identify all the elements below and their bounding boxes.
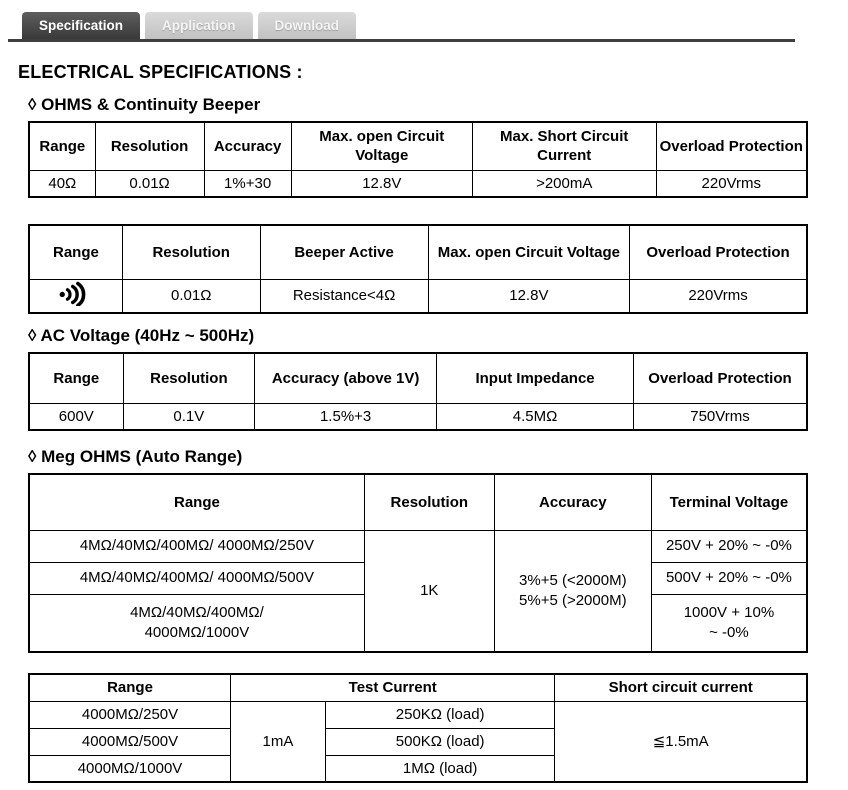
beeper-active-cell: Resistance<4Ω [259,278,429,314]
terminal-line: ~ -0% [709,623,749,641]
overload-protection-cell: 750Vrms [632,402,808,431]
tab-application[interactable]: Application [145,12,253,39]
range-cell: 4000MΩ/250V [28,700,231,729]
column-header: Test Current [229,673,556,702]
overload-protection-cell: 220Vrms [629,278,808,314]
resolution-cell: 1K [363,529,495,653]
column-header: Max. open Circuit Voltage [427,224,631,280]
tab-download[interactable]: Download [257,12,357,39]
column-header: Input Impedance [436,352,634,404]
column-header: Max. Short Circuit Current [471,121,657,171]
max-open-voltage-cell: 12.8V [427,278,631,314]
range-cell [28,278,123,314]
resolution-cell: 0.1V [122,402,256,431]
column-header: Short circuit current [554,673,808,702]
range-cell: 600V [28,402,124,431]
main-content: ELECTRICAL SPECIFICATIONS : ◊ OHMS & Con… [0,62,848,783]
range-cell: 4MΩ/40MΩ/400MΩ/ 4000MΩ/500V [28,561,365,595]
range-cell: 4MΩ/40MΩ/400MΩ/ 4000MΩ/250V [28,529,365,563]
load-cell: 250KΩ (load) [324,700,556,729]
range-line: 4000MΩ/1000V [144,623,250,641]
column-header: Resolution [94,121,205,171]
page-title: ELECTRICAL SPECIFICATIONS : [18,62,303,82]
terminal-line: 1000V + 10% [683,604,775,622]
accuracy-cell: 1.5%+3 [254,402,438,431]
table-header-row: Range Resolution Accuracy Max. open Circ… [28,121,808,171]
ohms-table: Range Resolution Accuracy Max. open Circ… [28,121,808,198]
table-header-row: Range Resolution Accuracy (above 1V) Inp… [28,352,808,404]
column-header: Resolution [121,224,261,280]
column-header: Overload Protection [632,352,808,404]
column-header: Beeper Active [259,224,429,280]
range-cell: 4000MΩ/1000V [28,754,231,783]
column-header: Range [28,352,124,404]
resolution-cell: 0.01Ω [94,169,205,198]
test-current-table: Range Test Current Short circuit current… [28,673,808,783]
max-short-current-cell: >200mA [471,169,657,198]
table-header-row: Range Resolution Beeper Active Max. open… [28,224,808,280]
section-title-ohms-continuity: ◊ OHMS & Continuity Beeper [28,95,261,114]
accuracy-line: 5%+5 (>2000M) [519,591,627,609]
table-row: 4MΩ/40MΩ/400MΩ/ 4000MΩ/250V 1K 3%+5 (<20… [28,529,808,653]
section-title-meg-ohms: ◊ Meg OHMS (Auto Range) [28,447,243,466]
column-header: Range [28,224,123,280]
tab-underline [8,39,795,42]
table-row: 4000MΩ/250V 1mA 250KΩ (load) ≦1.5mA [28,700,808,783]
continuity-beeper-table: Range Resolution Beeper Active Max. open… [28,224,808,314]
meg-ohms-table: Range Resolution Accuracy Terminal Volta… [28,473,808,653]
table-row: 4MΩ/40MΩ/400MΩ/ 4000MΩ/500V 500V + 20% ~… [28,561,808,595]
range-line: 4MΩ/40MΩ/400MΩ/ [130,604,264,622]
terminal-voltage-cell: 500V + 20% ~ -0% [650,561,808,595]
column-header: Accuracy [203,121,292,171]
column-header: Range [28,473,365,531]
max-open-voltage-cell: 12.8V [290,169,473,198]
column-header: Resolution [363,473,495,531]
accuracy-line: 3%+5 (<2000M) [519,572,627,590]
column-header: Max. open Circuit Voltage [290,121,473,171]
column-header: Terminal Voltage [650,473,808,531]
load-cell: 1MΩ (load) [324,754,556,783]
resolution-cell: 0.01Ω [121,278,261,314]
terminal-voltage-cell: 1000V + 10% ~ -0% [650,593,808,653]
short-circuit-current-cell: ≦1.5mA [554,700,808,783]
table-row: 4000MΩ/500V 500KΩ (load) [28,727,807,756]
table-row: 40Ω 0.01Ω 1%+30 12.8V >200mA 220Vrms [28,169,808,198]
terminal-voltage-cell: 250V + 20% ~ -0% [650,529,808,563]
table-header-row: Range Resolution Accuracy Terminal Volta… [28,473,808,531]
load-cell: 500KΩ (load) [324,727,556,756]
table-row: 0.01Ω Resistance<4Ω 12.8V 220Vrms [28,278,808,314]
column-header: Range [28,121,96,171]
column-header: Resolution [122,352,256,404]
table-row: 4000MΩ/1000V 1MΩ (load) [28,754,807,783]
tab-bar: Specification Application Download [0,0,848,39]
accuracy-cell: 3%+5 (<2000M) 5%+5 (>2000M) [493,529,652,653]
column-header: Accuracy [493,473,652,531]
overload-protection-cell: 220Vrms [655,169,808,198]
range-cell: 4000MΩ/500V [28,727,231,756]
range-cell: 4MΩ/40MΩ/400MΩ/ 4000MΩ/1000V [28,593,365,653]
beeper-sound-icon [58,281,94,312]
column-header: Overload Protection [629,224,808,280]
table-header-row: Range Test Current Short circuit current [28,673,808,702]
table-row: 600V 0.1V 1.5%+3 4.5MΩ 750Vrms [28,402,808,431]
input-impedance-cell: 4.5MΩ [436,402,634,431]
column-header: Accuracy (above 1V) [254,352,438,404]
column-header: Range [28,673,231,702]
column-header: Overload Protection [655,121,808,171]
test-current-value-cell: 1mA [230,700,326,783]
table-row: 4MΩ/40MΩ/400MΩ/ 4000MΩ/1000V 1000V + 10%… [28,593,808,653]
ac-voltage-table: Range Resolution Accuracy (above 1V) Inp… [28,352,808,431]
tab-specification[interactable]: Specification [22,12,141,39]
accuracy-cell: 1%+30 [203,169,292,198]
range-cell: 40Ω [28,169,96,198]
section-title-ac-voltage: ◊ AC Voltage (40Hz ~ 500Hz) [28,326,255,345]
